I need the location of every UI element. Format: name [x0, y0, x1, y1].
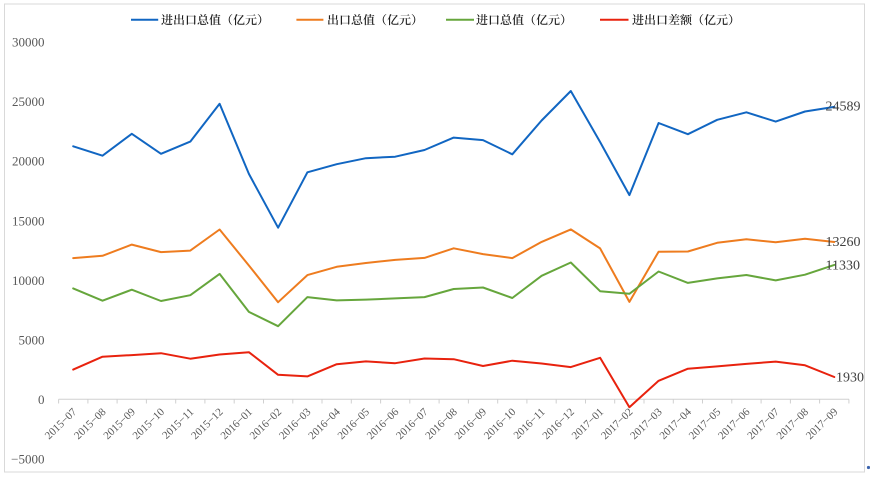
svg-text:2016−02: 2016−02 — [248, 406, 285, 442]
svg-text:2015−10: 2015−10 — [131, 406, 168, 442]
svg-text:13260: 13260 — [826, 235, 861, 250]
svg-text:−5000: −5000 — [11, 452, 44, 467]
svg-text:5000: 5000 — [19, 333, 45, 348]
svg-text:25000: 25000 — [12, 94, 45, 109]
svg-text:2016−10: 2016−10 — [482, 406, 519, 442]
svg-text:15000: 15000 — [12, 213, 45, 228]
svg-text:30000: 30000 — [12, 35, 45, 50]
svg-text:0: 0 — [38, 392, 45, 407]
svg-text:1930: 1930 — [836, 371, 864, 386]
svg-text:2017−01: 2017−01 — [570, 406, 607, 442]
svg-text:2016−12: 2016−12 — [540, 406, 577, 442]
svg-text:20000: 20000 — [12, 154, 45, 169]
svg-text:11330: 11330 — [826, 259, 860, 274]
svg-text:2015−12: 2015−12 — [189, 406, 226, 442]
svg-text:24589: 24589 — [826, 100, 861, 115]
svg-text:2017−09: 2017−09 — [804, 406, 841, 442]
svg-text:10000: 10000 — [12, 273, 45, 288]
